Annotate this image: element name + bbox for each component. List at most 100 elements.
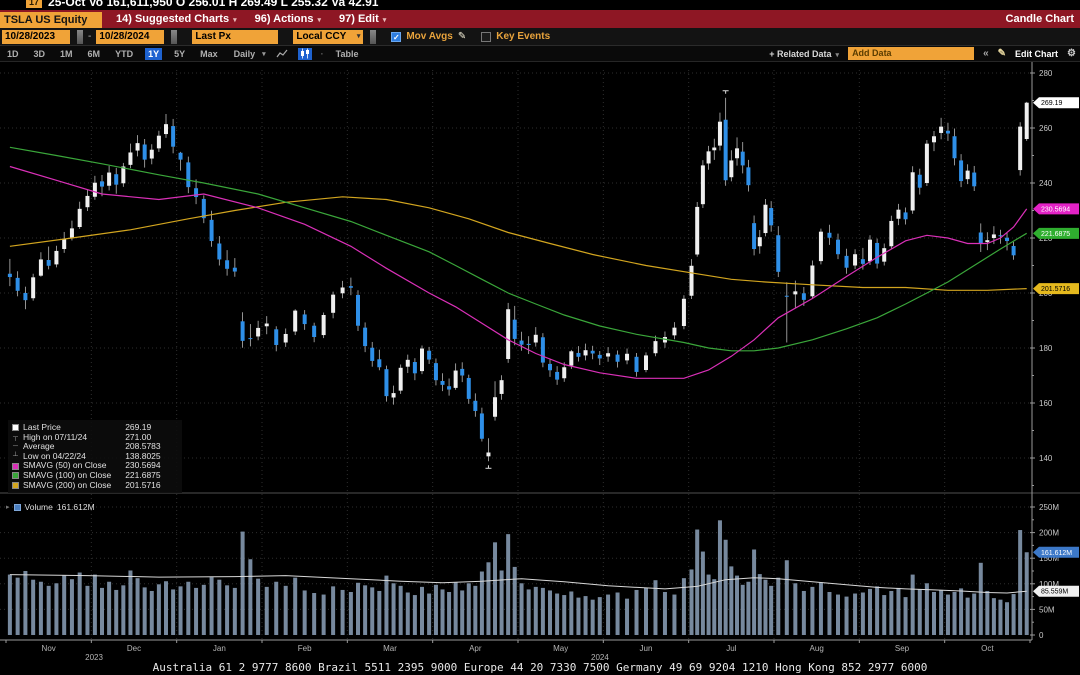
candle-down	[801, 293, 806, 300]
candle-down	[945, 130, 950, 134]
price-field-select[interactable]: Last Px	[192, 29, 279, 44]
frequency-dropdown[interactable]: Daily ▾	[233, 48, 266, 59]
line-chart-icon[interactable]	[275, 48, 289, 60]
candle-up	[149, 149, 154, 159]
currency-stepper[interactable]	[370, 29, 377, 44]
candle-up	[853, 254, 858, 266]
candle-down	[740, 151, 745, 166]
pane-collapse-icon[interactable]: ▸	[6, 504, 10, 511]
volume-bar	[763, 579, 768, 635]
volume-bar	[493, 542, 498, 635]
date-from-stepper[interactable]	[77, 29, 83, 44]
volume-bar	[225, 585, 230, 635]
key-events-checkbox[interactable]	[481, 31, 492, 42]
candle-down	[370, 347, 375, 361]
volume-bar	[793, 583, 798, 635]
collapse-button[interactable]: «	[983, 48, 989, 59]
range-1y-button-selected[interactable]: 1Y	[145, 47, 163, 60]
range-max-button[interactable]: Max	[200, 48, 218, 59]
volume-bar	[583, 596, 588, 635]
axis-label: May	[553, 644, 568, 653]
add-data-input[interactable]: Add Data	[848, 47, 975, 60]
related-data-button[interactable]: + Related Data ▾	[769, 48, 840, 59]
candle-chart-icon[interactable]	[297, 47, 312, 60]
range-ytd-button[interactable]: YTD	[115, 48, 134, 59]
legend-row-high: ┬ High on 07/11/24 271.00	[13, 431, 152, 442]
ticker-input[interactable]: TSLA US Equity	[0, 11, 102, 28]
volume-bar	[903, 597, 908, 635]
edit-chart-button[interactable]: Edit Chart	[1015, 48, 1059, 59]
volume-bar	[384, 575, 389, 635]
legend-row-smavg200: SMAVG (200) on Close 201.5716	[12, 480, 177, 491]
candle-down	[46, 260, 51, 266]
candle-down	[576, 352, 581, 357]
range-6m-button[interactable]: 6M	[87, 48, 101, 59]
candle-up	[991, 234, 996, 238]
candle-up	[689, 265, 694, 296]
volume-bar	[312, 593, 317, 635]
legend-marker	[12, 462, 19, 470]
candle-down	[597, 354, 602, 359]
candle-up	[331, 294, 336, 313]
candle-down	[844, 255, 849, 268]
volume-bar	[723, 539, 728, 635]
range-1m-button[interactable]: 1M	[60, 48, 73, 59]
date-to-stepper[interactable]	[171, 29, 178, 44]
volume-bar	[274, 581, 279, 635]
volume-bar	[164, 581, 168, 635]
volume-bar	[672, 594, 677, 635]
volume-bar	[519, 583, 524, 635]
candle-down	[769, 208, 774, 226]
volume-bar	[717, 520, 722, 635]
menu-actions[interactable]: 96) Actions ▾	[254, 13, 322, 25]
date-to-input[interactable]: 10/28/2024	[96, 29, 165, 44]
volume-bar	[695, 529, 700, 635]
volume-bar	[729, 566, 734, 635]
chevron-down-icon: ▾	[382, 17, 387, 24]
volume-bar	[932, 591, 936, 635]
candle-down	[194, 188, 199, 198]
currency-select[interactable]: Local CCY ▾	[293, 29, 364, 44]
volume-bar	[860, 592, 865, 635]
volume-bar	[998, 599, 1003, 635]
menu-edit[interactable]: 97) Edit ▾	[339, 13, 387, 25]
axis-label: Jun	[640, 644, 653, 653]
candle-up	[706, 151, 711, 164]
volume-bar	[784, 560, 789, 635]
volume-bar	[625, 598, 630, 635]
volume-current-tag	[1033, 546, 1079, 558]
candle-down	[952, 136, 957, 159]
candle-down	[1005, 237, 1010, 242]
candle-down	[752, 223, 757, 249]
volume-bar	[776, 577, 781, 635]
table-button[interactable]: Table	[335, 48, 359, 59]
candle-up	[882, 248, 887, 262]
volume-bar	[240, 531, 245, 635]
candle-down	[723, 119, 728, 181]
volume-bar	[499, 570, 504, 635]
date-from-input[interactable]: 10/28/2023	[2, 29, 70, 44]
price-volume-chart[interactable]: 280260240220200180160140250M200M150M100M…	[0, 62, 1080, 662]
candle-up	[717, 121, 722, 146]
candle-down	[998, 235, 1003, 237]
volume-bar	[844, 596, 849, 635]
axis-label: Apr	[469, 644, 482, 653]
legend-row-last-price: Last Price 269.19	[12, 422, 177, 433]
gear-icon[interactable]: ⚙	[1067, 48, 1076, 59]
candle-up	[293, 310, 298, 332]
range-5y-button[interactable]: 5Y	[174, 48, 186, 59]
candle-down	[384, 369, 389, 397]
volume-bar	[924, 583, 929, 635]
candle-up	[653, 341, 658, 354]
mov-avgs-checkbox[interactable]: ✓	[391, 31, 402, 42]
sma200-tag	[1033, 283, 1079, 295]
volume-bar	[479, 571, 484, 635]
range-1d-button[interactable]: 1D	[7, 48, 19, 59]
candle-down	[479, 413, 484, 439]
range-3d-button[interactable]: 3D	[33, 48, 46, 59]
candle-up	[625, 353, 630, 361]
candle-down	[7, 273, 12, 278]
menu-suggested-charts[interactable]: 14) Suggested Charts ▾	[116, 13, 237, 25]
legend-row-smavg100: SMAVG (100) on Close 221.6875	[12, 470, 177, 481]
pencil-icon[interactable]: ✎	[457, 31, 467, 42]
